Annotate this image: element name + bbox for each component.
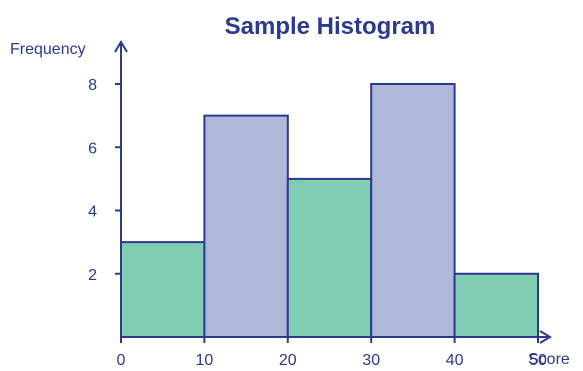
bars-group	[120, 83, 540, 338]
y-tick-label: 4	[88, 204, 97, 221]
x-ticks-group: 0 10 20 30 40 50	[117, 337, 547, 369]
x-axis-label: Score	[528, 351, 570, 368]
y-tick-label: 6	[88, 140, 97, 157]
x-tick-label: 0	[117, 352, 126, 369]
chart-title: Sample Histogram	[225, 13, 436, 40]
histogram-bar-0-10	[120, 241, 206, 338]
y-tick-label: 2	[88, 267, 97, 284]
y-axis-label: Frequency	[10, 41, 86, 58]
y-ticks-group: 2 4 6 8	[88, 77, 121, 284]
x-tick-label: 40	[446, 352, 464, 369]
histogram-bar-30-40	[370, 83, 456, 338]
histogram-bar-40-50	[453, 272, 540, 338]
y-tick-label: 8	[88, 77, 97, 94]
histogram-bar-10-20	[203, 114, 289, 338]
y-axis-arrow-icon	[114, 40, 128, 53]
x-tick-label: 50	[529, 352, 547, 369]
x-axis-arrow-icon	[539, 330, 552, 344]
histogram-bar-20-30	[286, 177, 373, 338]
x-tick-label: 30	[362, 352, 380, 369]
x-tick-label: 20	[279, 352, 297, 369]
x-tick-label: 10	[196, 352, 214, 369]
